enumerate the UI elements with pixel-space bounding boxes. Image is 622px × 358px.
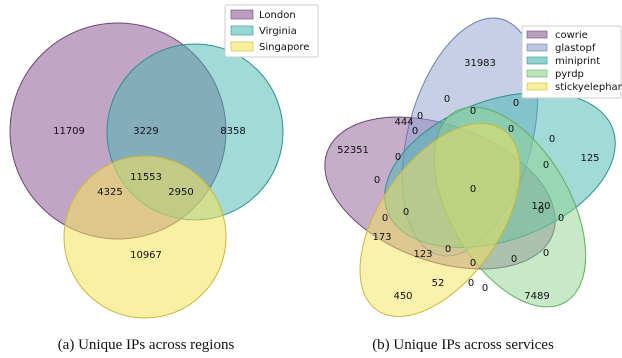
count-zero: 0 [468, 278, 474, 289]
count-miniprint-only: 125 [580, 153, 599, 164]
count-virginia-only: 8358 [220, 126, 245, 137]
count-all-three: 11553 [130, 172, 162, 183]
count-zero: 0 [508, 124, 514, 135]
count-glastopf-sticky-pyrdp: 52 [432, 278, 445, 289]
count-zero: 0 [511, 254, 517, 265]
count-zero: 0 [513, 98, 519, 109]
legend-label-glastopf: glastopf [555, 43, 596, 54]
count-zero: 0 [482, 283, 488, 294]
caption-services: (b) Unique IPs across services [372, 337, 554, 353]
legend-swatch-miniprint [526, 56, 548, 65]
legend-swatch-singapore [230, 41, 254, 52]
count-zero: 0 [470, 106, 476, 117]
legend-swatch-cowrie [526, 30, 548, 39]
count-london-singapore: 4325 [97, 187, 122, 198]
count-zero: 0 [444, 94, 450, 105]
count-stickyelephant-only: 450 [393, 291, 412, 302]
count-zero: 0 [417, 111, 423, 122]
legend-label-london: London [259, 10, 296, 21]
count-zero: 0 [558, 213, 564, 224]
count-zero: 0 [374, 175, 380, 186]
count-zero: 0 [543, 248, 549, 259]
legend-services: cowrie glastopf miniprint pyrdp stickyel… [521, 25, 622, 99]
count-cowrie-stickyelephant: 173 [372, 232, 391, 243]
legend-label-cowrie: cowrie [555, 30, 588, 41]
count-zero: 0 [543, 160, 549, 171]
stickyelephant-ellipse [359, 123, 521, 317]
count-zero: 0 [382, 213, 388, 224]
singapore-circle [63, 155, 227, 319]
count-zero: 0 [395, 152, 401, 163]
zero-labels: 0 0 0 0 0 0 0 0 0 0 0 0 0 0 0 0 0 0 0 0 … [374, 94, 564, 294]
legend-label-miniprint: miniprint [555, 56, 600, 67]
count-cowrie-glastopf: 444 [394, 117, 413, 128]
venn-services: 31983 52351 125 7489 450 444 173 123 52 … [324, 17, 622, 317]
legend-regions: London Virginia Singapore [224, 4, 319, 58]
legend-swatch-stickyelephant [526, 82, 548, 91]
count-london-only: 11709 [53, 126, 85, 137]
count-cowrie-only: 52351 [337, 145, 369, 156]
legend-swatch-london [230, 9, 254, 20]
venn-regions: 11709 3229 8358 11553 4325 2950 10967 Lo… [9, 4, 319, 319]
legend-label-singapore: Singapore [259, 42, 309, 53]
count-virginia-singapore: 2950 [168, 187, 193, 198]
count-zero: 0 [445, 244, 451, 255]
legend-swatch-glastopf [526, 43, 548, 52]
count-pyrdp-only: 7489 [524, 291, 549, 302]
count-zero: 0 [470, 258, 476, 269]
count-zero: 0 [538, 205, 544, 216]
count-zero: 0 [412, 126, 418, 137]
count-glastopf-only: 31983 [464, 58, 496, 69]
count-london-virginia: 3229 [133, 126, 158, 137]
caption-regions: (a) Unique IPs across regions [58, 337, 235, 353]
count-singapore-only: 10967 [130, 250, 162, 261]
legend-label-virginia: Virginia [259, 26, 297, 37]
count-zero: 0 [403, 207, 409, 218]
count-cowrie-sticky-pyrdp: 123 [413, 249, 432, 260]
legend-label-stickyelephant: stickyelephant [555, 82, 622, 93]
count-zero: 0 [470, 184, 476, 195]
legend-swatch-virginia [230, 25, 254, 36]
legend-swatch-pyrdp [526, 69, 548, 78]
count-miniprint-pyrdp: 120 [531, 201, 550, 212]
legend-label-pyrdp: pyrdp [555, 69, 584, 80]
count-zero: 0 [549, 134, 555, 145]
